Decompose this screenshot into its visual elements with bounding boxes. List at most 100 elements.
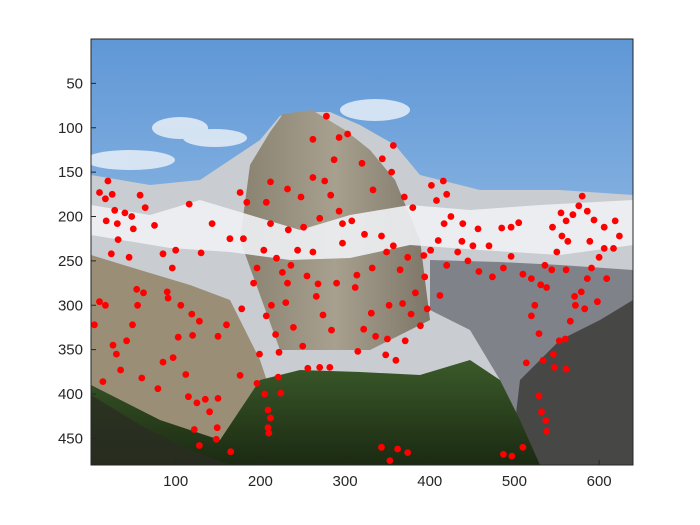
data-point [196, 442, 203, 449]
data-point [284, 279, 291, 287]
data-point [550, 364, 558, 371]
data-point [193, 399, 201, 407]
data-point [304, 364, 312, 372]
data-point [185, 393, 192, 401]
data-point [348, 217, 356, 225]
data-point [549, 223, 556, 231]
data-point [196, 317, 203, 325]
data-point [578, 192, 586, 200]
y-tick-label: 450 [58, 430, 83, 447]
x-axis: 100 200 300 400 500 600 [163, 460, 612, 490]
data-point [107, 250, 115, 258]
data-point [469, 242, 477, 250]
data-point [275, 348, 283, 356]
data-point [454, 248, 462, 256]
data-point [384, 335, 391, 343]
data-point [133, 285, 141, 293]
snow-band [91, 200, 633, 260]
data-point [500, 450, 507, 458]
data-point [335, 207, 343, 215]
data-point [368, 264, 376, 272]
data-point [321, 177, 329, 185]
data-point [260, 246, 268, 254]
data-point [140, 289, 147, 297]
data-point [535, 392, 543, 400]
data-point [206, 408, 214, 416]
data-point [404, 253, 412, 261]
data-point [102, 217, 110, 225]
data-point [274, 373, 282, 381]
data-point [385, 301, 393, 309]
data-point [577, 288, 585, 296]
data-point [277, 389, 285, 397]
data-point [412, 289, 419, 297]
data-point [443, 261, 451, 269]
data-point [553, 248, 561, 256]
data-point [507, 223, 515, 231]
data-point [459, 220, 467, 228]
y-tick-label: 250 [58, 253, 83, 270]
shadow-right [510, 300, 633, 465]
data-point [125, 253, 133, 261]
data-point [316, 364, 324, 371]
data-point [475, 268, 483, 275]
data-point [223, 321, 230, 329]
data-point [407, 310, 415, 318]
data-point [519, 270, 527, 278]
data-point [113, 350, 120, 358]
forest [91, 360, 540, 465]
data-point [117, 366, 124, 374]
data-point [564, 237, 572, 245]
data-point [141, 204, 149, 212]
data-point [333, 279, 340, 287]
y-tick-label: 150 [58, 164, 83, 181]
data-point [360, 325, 368, 333]
data-point [586, 237, 594, 245]
data-point [236, 189, 244, 196]
data-point [383, 248, 390, 256]
data-point [128, 213, 136, 220]
data-point [91, 321, 98, 329]
data-point [214, 395, 222, 402]
data-point [309, 248, 317, 256]
data-point [386, 457, 394, 464]
data-point [267, 414, 274, 422]
data-point [401, 337, 409, 345]
data-point [464, 257, 472, 265]
data-point [611, 217, 619, 225]
data-point [531, 301, 539, 309]
data-point [583, 275, 591, 282]
data-point [433, 197, 440, 204]
data-point [214, 332, 222, 340]
data-point [309, 135, 317, 143]
data-point [151, 222, 158, 229]
data-point [528, 312, 535, 320]
data-point [558, 232, 566, 240]
data-point [174, 333, 182, 341]
data-point [316, 214, 324, 222]
data-point [583, 207, 591, 215]
data-point [136, 191, 144, 199]
y-tick-label: 200 [58, 209, 83, 226]
data-point [427, 246, 434, 254]
data-point [212, 435, 220, 443]
data-point [354, 348, 362, 355]
data-point [159, 358, 167, 366]
data-point [541, 261, 549, 269]
data-point [326, 364, 334, 371]
data-point [182, 371, 190, 378]
data-point [327, 191, 335, 199]
data-point [447, 213, 455, 220]
data-point [121, 209, 129, 217]
data-point [264, 406, 272, 414]
data-point [197, 249, 205, 257]
data-point [134, 301, 142, 309]
data-point [543, 427, 550, 435]
data-point [102, 195, 109, 203]
data-point [542, 417, 550, 424]
data-point [369, 186, 377, 194]
data-point [129, 225, 137, 233]
data-point [319, 311, 327, 319]
data-point [99, 378, 107, 385]
data-point [268, 301, 275, 309]
